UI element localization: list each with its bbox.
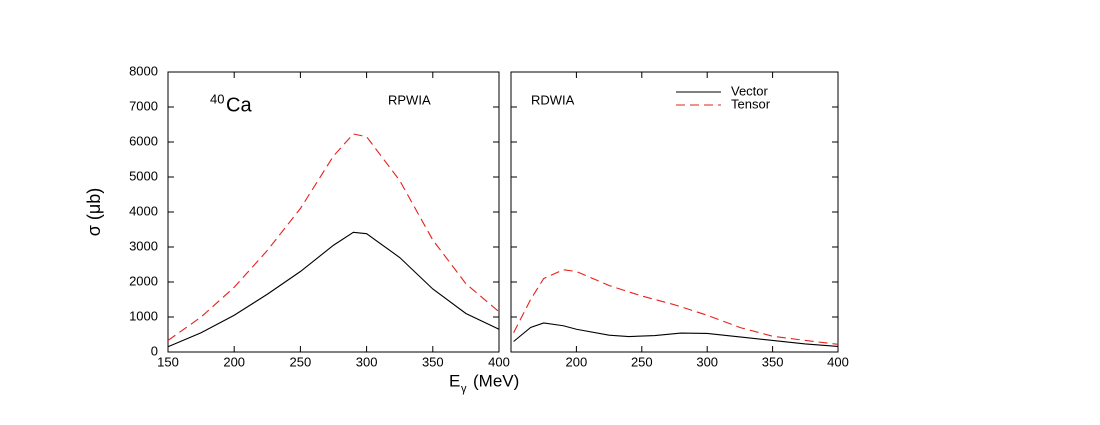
- annotation: Ca: [226, 94, 252, 116]
- x-tick-label: 250: [631, 354, 653, 369]
- y-axis-label: σ (μb): [84, 188, 104, 236]
- data-line: [513, 269, 839, 345]
- x-tick-label: 200: [566, 354, 588, 369]
- data-line: [513, 322, 839, 347]
- data-line: [167, 133, 500, 341]
- y-tick-label: 8000: [129, 63, 158, 78]
- panel-label: RDWIA: [531, 92, 575, 107]
- legend-label: Tensor: [731, 96, 771, 111]
- x-tick-label: 250: [290, 354, 312, 369]
- panel-frame: [510, 71, 839, 353]
- y-tick-label: 2000: [129, 273, 158, 288]
- x-tick-label: 150: [157, 354, 179, 369]
- x-tick-label: 300: [356, 354, 378, 369]
- y-tick-label: 4000: [129, 203, 158, 218]
- annotation-sup: 40: [210, 91, 224, 106]
- x-tick-label: 350: [422, 354, 444, 369]
- x-axis-label-sub: γ: [461, 383, 467, 395]
- x-axis-label: E: [449, 371, 460, 390]
- x-tick-label: 350: [762, 354, 784, 369]
- y-tick-label: 7000: [129, 98, 158, 113]
- x-tick-label: 400: [827, 354, 849, 369]
- y-tick-label: 6000: [129, 133, 158, 148]
- x-tick-label: 200: [223, 354, 245, 369]
- y-tick-label: 5000: [129, 168, 158, 183]
- y-tick-label: 1000: [129, 308, 158, 323]
- y-tick-label: 0: [151, 343, 158, 358]
- legend-label: Vector: [731, 83, 769, 98]
- x-axis-label-unit: (MeV): [473, 371, 519, 390]
- y-tick-label: 3000: [129, 238, 158, 253]
- x-tick-label: 300: [696, 354, 718, 369]
- panel-label: RPWIA: [388, 92, 431, 107]
- panel-frame: [167, 71, 500, 353]
- data-line: [167, 231, 500, 348]
- x-tick-label: 400: [488, 354, 510, 369]
